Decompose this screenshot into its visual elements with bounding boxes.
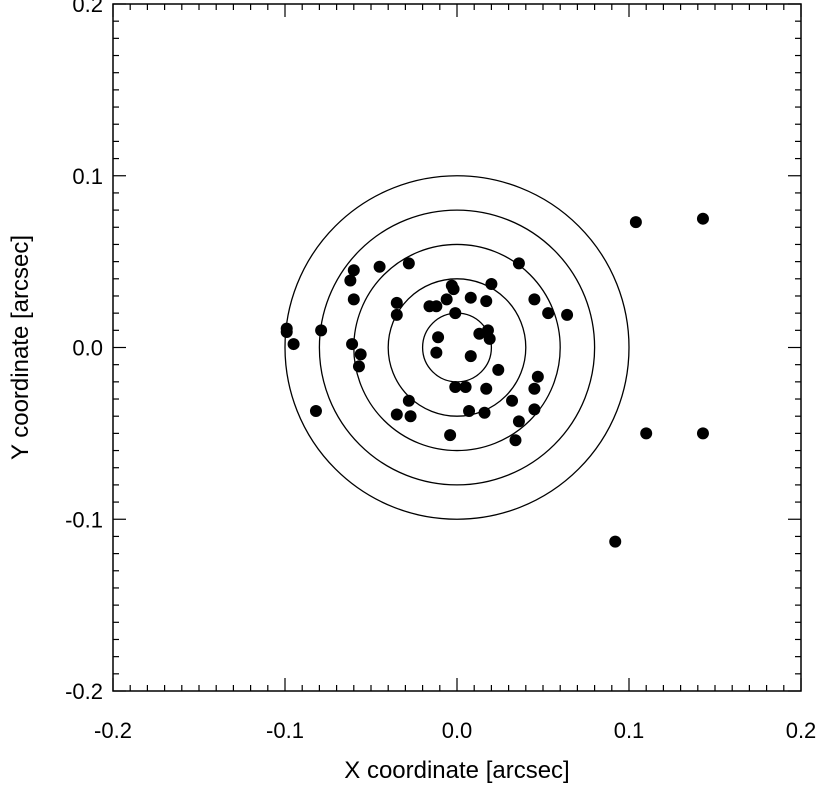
data-point [390, 308, 403, 321]
data-point [464, 350, 477, 363]
data-point [449, 307, 462, 320]
reference-circle [387, 278, 527, 417]
x-tick-label: -0.1 [266, 718, 304, 743]
data-point [447, 283, 460, 296]
data-point [280, 326, 293, 339]
y-tick-label: -0.2 [65, 679, 103, 704]
data-point [531, 370, 544, 383]
plot-frame [112, 3, 802, 692]
data-point [528, 382, 541, 395]
y-tick-label: -0.1 [65, 507, 103, 532]
data-point [480, 382, 493, 395]
data-point [640, 427, 653, 440]
x-tick-label: 0.1 [614, 718, 645, 743]
reference-circle [318, 209, 596, 486]
data-point [346, 338, 359, 351]
data-point [347, 264, 360, 277]
data-point [390, 408, 403, 421]
data-point [459, 381, 472, 394]
x-axis-title: X coordinate [arcsec] [344, 757, 569, 784]
data-point [432, 331, 445, 344]
data-point [404, 410, 417, 423]
y-axis-title: Y coordinate [arcsec] [7, 235, 34, 460]
data-point [287, 338, 300, 351]
x-tick-label: 0.2 [786, 718, 817, 743]
data-point [478, 406, 491, 419]
y-tick-labels: -0.2 -0.1 0.0 0.1 0.2 [65, 0, 103, 704]
data-point [512, 257, 525, 270]
data-point [430, 346, 443, 359]
data-point [444, 429, 457, 442]
reference-circles [284, 175, 630, 520]
data-point [464, 291, 477, 304]
data-point [309, 405, 322, 418]
data-point [390, 296, 403, 309]
data-point [483, 332, 496, 345]
data-point [506, 394, 519, 407]
data-points [280, 212, 709, 548]
data-point [315, 324, 328, 337]
x-tick-labels: -0.2 -0.1 0.0 0.1 0.2 [94, 718, 816, 743]
y-tick-label: 0.2 [72, 0, 103, 17]
data-point [542, 307, 555, 320]
x-tick-label: 0.0 [442, 718, 473, 743]
data-point [509, 434, 522, 447]
data-point [696, 427, 709, 440]
data-point [512, 415, 525, 428]
data-point [344, 274, 357, 287]
y-tick-label: 0.0 [72, 336, 103, 361]
data-point [609, 535, 622, 548]
data-point [347, 293, 360, 306]
data-point [373, 260, 386, 273]
data-point [402, 394, 415, 407]
data-point [480, 295, 493, 308]
data-point [430, 300, 443, 313]
data-point [528, 293, 541, 306]
data-point [528, 403, 541, 416]
data-point [561, 308, 574, 321]
reference-circle [284, 175, 630, 520]
data-point [485, 277, 498, 290]
data-point [629, 216, 642, 229]
x-tick-label: -0.2 [94, 718, 132, 743]
y-tick-label: 0.1 [72, 164, 103, 189]
data-point [696, 212, 709, 225]
data-point [354, 348, 367, 361]
axis-ticks [112, 3, 802, 692]
data-point [449, 381, 462, 394]
data-point [440, 293, 453, 306]
data-point [402, 257, 415, 270]
data-point [352, 360, 365, 373]
data-point [492, 363, 505, 376]
data-point [463, 405, 476, 418]
